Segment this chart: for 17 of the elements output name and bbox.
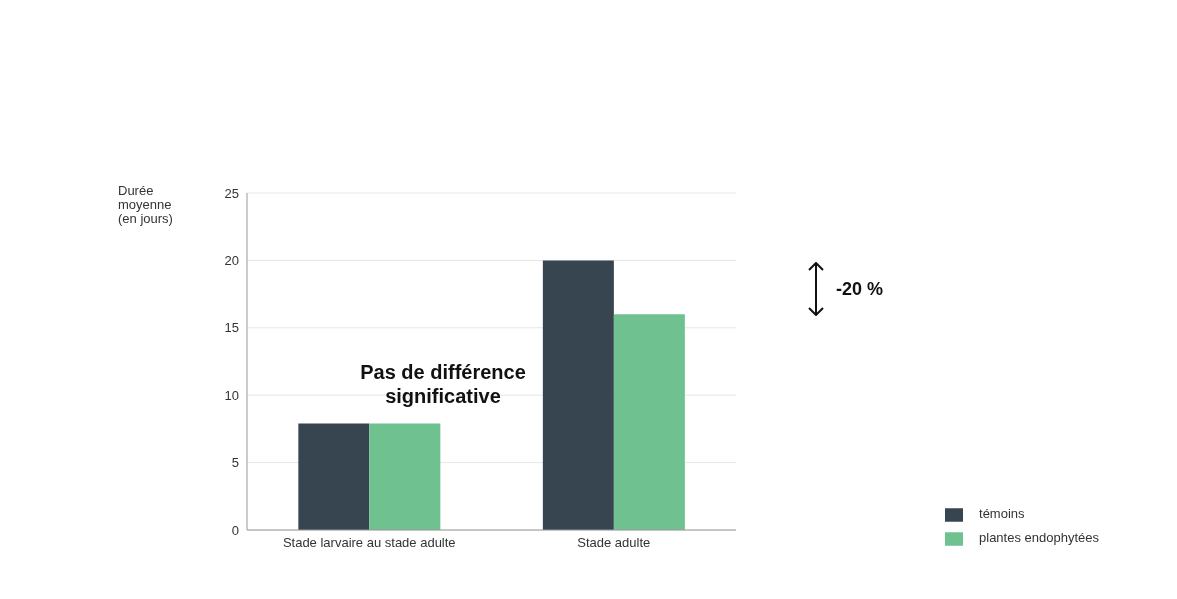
y-tick-label: 10 xyxy=(224,387,239,403)
bar xyxy=(613,314,685,530)
y-tick-label: 15 xyxy=(224,320,239,336)
y-tick-label: 25 xyxy=(224,185,239,201)
bar xyxy=(298,423,370,530)
legend-label: plantes endophytées xyxy=(979,530,1099,545)
y-tick-label: 5 xyxy=(231,455,239,471)
x-tick-label: Stade larvaire au stade adulte xyxy=(282,535,456,551)
bar xyxy=(369,423,441,530)
legend-label: témoins xyxy=(979,506,1025,521)
y-tick-label: 20 xyxy=(224,253,239,269)
text: -20 % xyxy=(836,278,884,300)
x-tick-label: Stade adulte xyxy=(577,535,651,551)
annotation: Pas de différence significative xyxy=(359,360,527,408)
bar xyxy=(542,260,614,530)
y-tick-label: 0 xyxy=(231,522,239,538)
y-axis-title: Durée moyenne (en jours) xyxy=(118,183,174,226)
